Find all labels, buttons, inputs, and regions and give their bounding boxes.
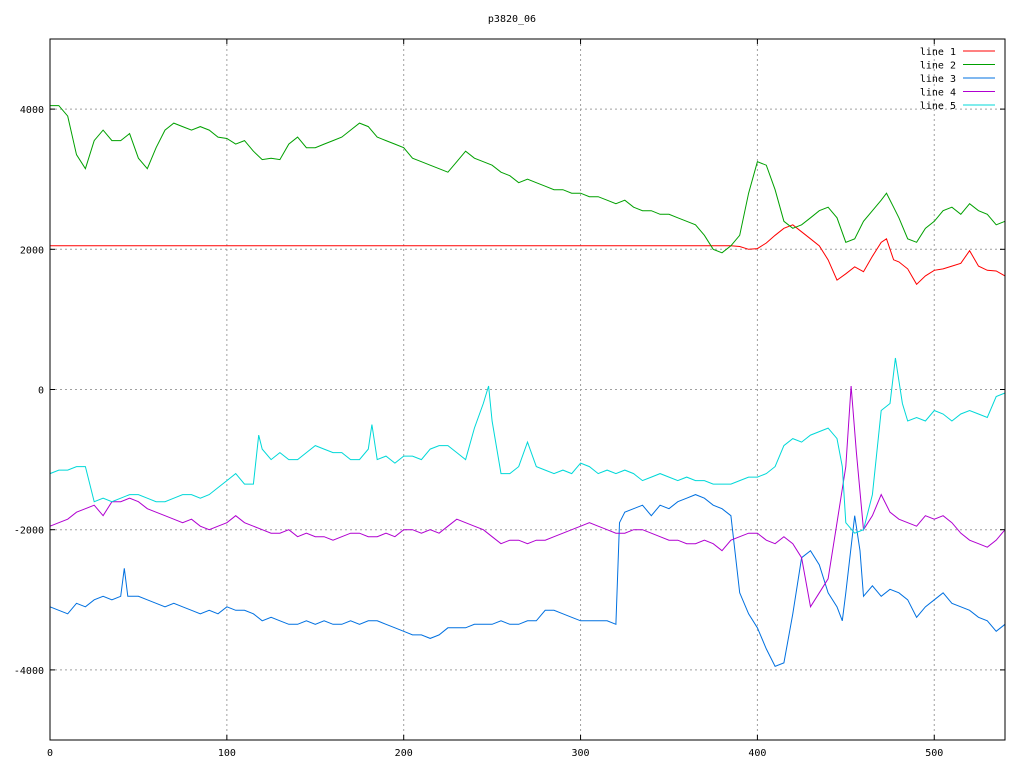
legend-label-3: line 3: [920, 74, 956, 85]
legend-label-1: line 1: [920, 47, 956, 58]
grid: [50, 39, 1005, 740]
y-tick-label: -2000: [14, 526, 44, 537]
x-tick-label: 500: [925, 748, 943, 759]
y-tick-label: 2000: [20, 245, 44, 256]
legend: line 1 line 2 line 3 line 4 line 5: [920, 47, 995, 112]
x-tick-label: 300: [572, 748, 590, 759]
legend-label-5: line 5: [920, 101, 956, 112]
legend-label-4: line 4: [920, 88, 956, 99]
x-tick-label: 100: [218, 748, 236, 759]
series-line-2: [50, 105, 1006, 254]
x-tick-label: 200: [395, 748, 413, 759]
x-tick-label: 0: [47, 748, 53, 759]
y-tick-label: 0: [38, 386, 44, 397]
y-tick-label: -4000: [14, 666, 44, 677]
series-line-4: [49, 385, 1006, 609]
series-line-5: [49, 357, 1006, 534]
series-line-3: [49, 494, 1006, 668]
x-tick-label: 400: [748, 748, 766, 759]
series-lines: [49, 105, 1006, 668]
legend-label-2: line 2: [920, 61, 956, 72]
axis-ticks: 0 100 200 300 400 500 -4000 -2000 0 2000 4000: [14, 39, 1005, 759]
y-tick-label: 4000: [20, 105, 44, 116]
series-line-1: [50, 224, 1006, 286]
chart-title: p3820_06: [488, 14, 536, 25]
